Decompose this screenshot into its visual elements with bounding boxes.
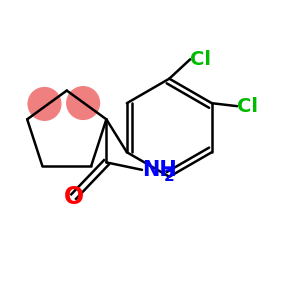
Text: NH: NH (142, 160, 177, 180)
Text: O: O (64, 184, 84, 208)
Text: 2: 2 (164, 169, 174, 184)
Text: Cl: Cl (237, 97, 258, 116)
Text: Cl: Cl (190, 50, 211, 69)
Circle shape (28, 88, 61, 120)
Circle shape (67, 87, 100, 119)
